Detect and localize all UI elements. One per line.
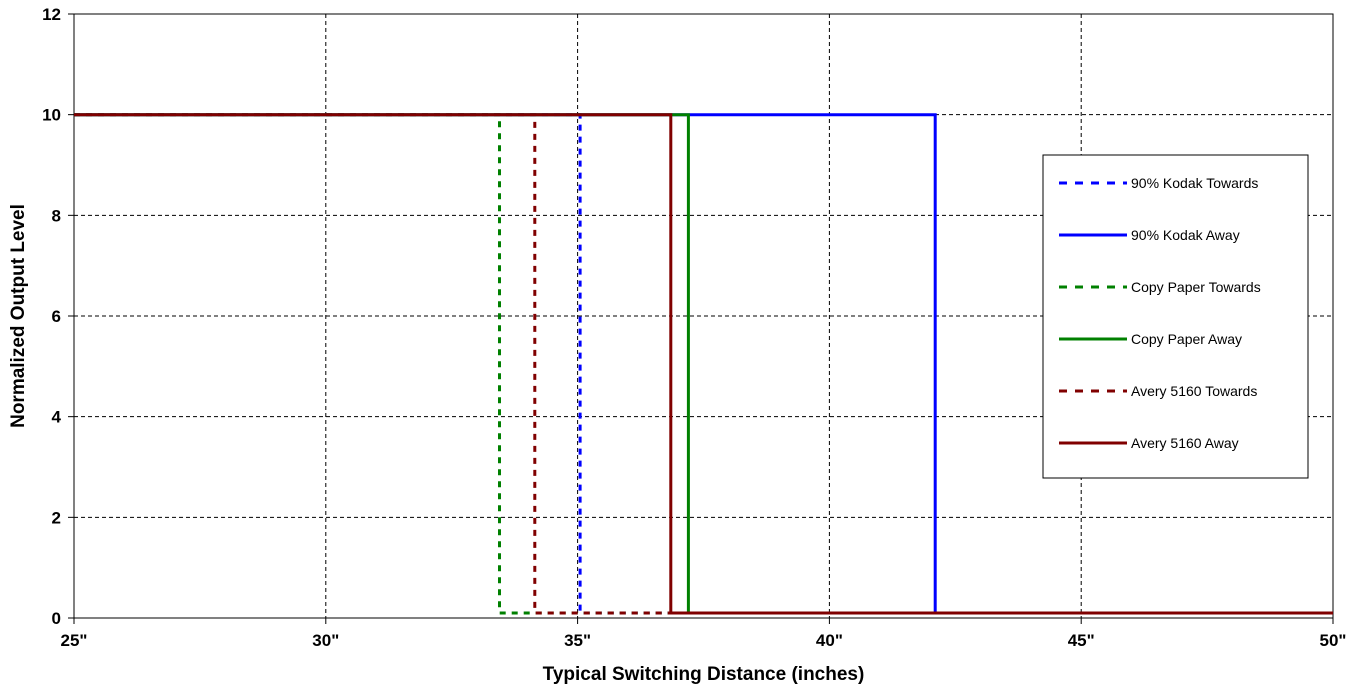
legend: 90% Kodak Towards 90% Kodak Away Copy Pape… [1042, 154, 1309, 479]
x-tick-label: 30" [312, 631, 339, 650]
y-tick-label: 2 [52, 508, 61, 527]
series-line-5 [74, 113, 1333, 615]
y-tick-label: 4 [52, 408, 62, 427]
legend-label-1: 90% Kodak Away [1131, 227, 1240, 243]
x-tick-label: 35" [564, 631, 591, 650]
x-tick-label: 40" [816, 631, 843, 650]
y-tick-label: 6 [52, 307, 61, 326]
y-tick-label: 8 [52, 206, 61, 225]
series-group [74, 113, 1333, 615]
x-axis-title: Typical Switching Distance (inches) [543, 664, 865, 685]
x-tick-label: 25" [61, 631, 88, 650]
series-line-2 [74, 113, 1333, 615]
y-tick-label: 0 [52, 609, 61, 628]
x-tick-label: 45" [1068, 631, 1095, 650]
legend-box [1042, 154, 1309, 479]
legend-label-0: 90% Kodak Towards [1131, 175, 1258, 191]
legend-label-2: Copy Paper Towards [1131, 279, 1261, 295]
y-tick-label: 12 [42, 5, 61, 24]
x-tick-label: 50" [1320, 631, 1347, 650]
y-axis-title: Normalized Output Level [8, 204, 29, 428]
legend-label-4: Avery 5160 Towards [1131, 383, 1257, 399]
y-tick-label: 10 [42, 106, 61, 125]
legend-label-3: Copy Paper Away [1131, 331, 1242, 347]
legend-label-5: Avery 5160 Away [1131, 435, 1239, 451]
axes: 0 2 4 6 8 10 12 25" 30" 35" 40" 45" 50" [42, 5, 1346, 650]
